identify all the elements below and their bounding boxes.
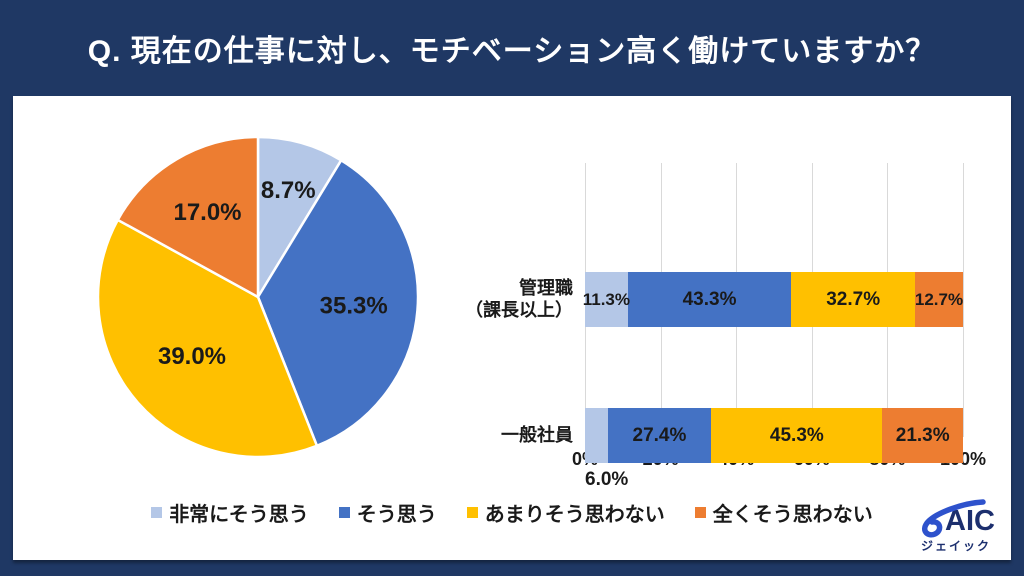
category-label-line: 管理職	[519, 277, 573, 298]
category-label: 管理職 （課長以上）	[423, 277, 573, 322]
bar-segment-outside-label: 6.0%	[585, 469, 629, 490]
legend-swatch-icon	[694, 507, 706, 518]
pie-value-label: 17.0%	[173, 199, 241, 226]
page-title: Q. 現在の仕事に対し、モチベーション高く働けていますか？	[87, 35, 937, 68]
header: Q. 現在の仕事に対し、モチベーション高く働けていますか？	[0, 0, 1024, 96]
legend-swatch-icon	[151, 507, 163, 518]
jaic-logo-icon: AIC	[922, 499, 995, 538]
legend-label: あまりそう思わない	[484, 504, 665, 526]
chart-card: 8.7%35.3%39.0%17.0% 0%20%40%60%80%100%11…	[13, 96, 1011, 560]
stacked-bar: 27.4% 45.3% 21.3%	[585, 408, 963, 463]
legend-label: そう思う	[356, 504, 437, 526]
gridline	[963, 163, 964, 437]
legend-label: 非常にそう思う	[169, 504, 309, 526]
legend-swatch-icon	[466, 507, 478, 518]
pie-value-label: 39.0%	[158, 343, 226, 370]
category-label-line: 一般社員	[501, 425, 573, 445]
bar-segment: 21.3%	[882, 408, 963, 463]
category-label-line: （課長以上）	[465, 300, 573, 320]
pie-slice	[96, 218, 319, 459]
bar-segment-label: 32.7%	[826, 288, 881, 310]
stacked-bar: 11.3% 43.3% 32.7% 12.7%	[582, 272, 963, 327]
legend-item: そう思う	[338, 498, 437, 527]
bar-segment: 11.3%	[582, 272, 630, 327]
bar-segment-label: 27.4%	[632, 424, 687, 446]
legend-label: 全くそう思わない	[712, 504, 873, 526]
pie-chart: 8.7% 35.3% 39.0% 17.0%	[88, 127, 428, 467]
bar-segment: 27.4%	[607, 408, 712, 463]
bar-segment: 12.7%	[915, 272, 963, 327]
bar-segment-label: 11.3%	[582, 289, 630, 309]
legend-swatch-icon	[338, 507, 350, 518]
legend-item: あまりそう思わない	[466, 498, 665, 527]
legend-item: 非常にそう思う	[151, 498, 309, 527]
pie-slice	[256, 159, 420, 448]
bar-segment: 43.3%	[627, 272, 792, 327]
bar-segment	[585, 408, 608, 463]
legend-item: 全くそう思わない	[694, 498, 873, 527]
bar-segment: 32.7%	[791, 272, 915, 327]
bar-segment-label: 45.3%	[769, 424, 824, 446]
bar-segment-label: 21.3%	[895, 424, 950, 446]
bar-segment-label: 43.3%	[682, 288, 737, 310]
pie-slice	[116, 135, 260, 299]
chart-legend: 非常にそう思う そう思う あまりそう思わない 全くそう思わない	[13, 498, 1011, 527]
bar-segment: 45.3%	[711, 408, 883, 463]
bar-segment-label: 12.7%	[914, 289, 964, 309]
pie-value-label: 35.3%	[320, 293, 388, 320]
pie-value-label: 8.7%	[261, 177, 316, 204]
stacked-bar-chart: 0%20%40%60%80%100%11.3%43.3%32.7%12.7%管理…	[465, 163, 986, 490]
category-label: 一般社員	[423, 424, 573, 447]
jaic-logo: AIC ジェイック	[913, 497, 999, 554]
jaic-logo-subtext: ジェイック	[920, 539, 991, 553]
pie-slice	[256, 135, 343, 299]
